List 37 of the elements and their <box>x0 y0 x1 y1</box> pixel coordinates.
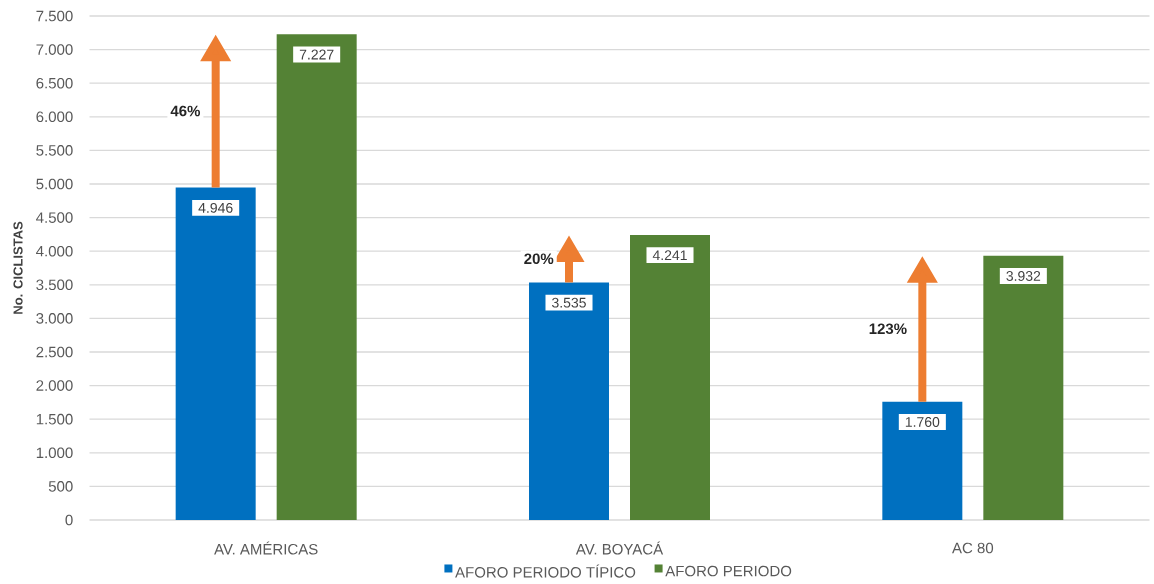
data-label: 3.535 <box>552 297 586 308</box>
bar <box>529 282 609 520</box>
legend-label: AFORO PERIODO TÍPICO <box>455 564 636 578</box>
y-tick-label: 1.500 <box>36 413 73 425</box>
bar <box>630 234 710 520</box>
annotation: 20% <box>524 253 554 265</box>
annotation: 123% <box>869 323 907 335</box>
y-tick-label: 3.500 <box>36 279 73 291</box>
x-tick-label: AV. BOYACÁ <box>575 541 664 555</box>
y-tick-label: 2.500 <box>36 346 73 358</box>
y-tick-label: 0 <box>65 514 73 526</box>
y-tick-label: 6.500 <box>36 77 73 89</box>
y-tick-label: 4.000 <box>36 245 73 257</box>
y-tick-label: 3.000 <box>36 313 73 324</box>
y-tick-label: 6.000 <box>36 111 73 123</box>
y-tick-label: 1.000 <box>36 447 73 459</box>
y-axis-title: No. CICLISTAS <box>13 221 23 314</box>
y-tick-label: 7.500 <box>36 10 73 22</box>
bar <box>175 187 256 520</box>
bar <box>983 255 1064 520</box>
y-tick-label: 7.000 <box>36 44 73 55</box>
y-tick-label: 500 <box>48 481 73 492</box>
x-tick-label: AV. AMÉRICAS <box>214 541 318 555</box>
data-label: 7.227 <box>299 49 334 60</box>
bar <box>276 34 357 520</box>
data-label: 4.946 <box>198 202 233 213</box>
annotation: 46% <box>170 105 201 117</box>
y-tick-label: 4.500 <box>36 212 73 223</box>
legend-label: AFORO PERIODO <box>665 565 792 577</box>
y-tick-label: 2.000 <box>36 380 73 391</box>
y-tick-label: 5.000 <box>36 178 73 190</box>
bar <box>882 401 963 520</box>
data-label: 4.241 <box>652 250 687 261</box>
y-tick-label: 5.500 <box>36 145 73 156</box>
data-label: 1.760 <box>905 416 940 427</box>
x-tick-label: AC 80 <box>952 542 994 554</box>
data-label: 3.932 <box>1006 271 1041 281</box>
